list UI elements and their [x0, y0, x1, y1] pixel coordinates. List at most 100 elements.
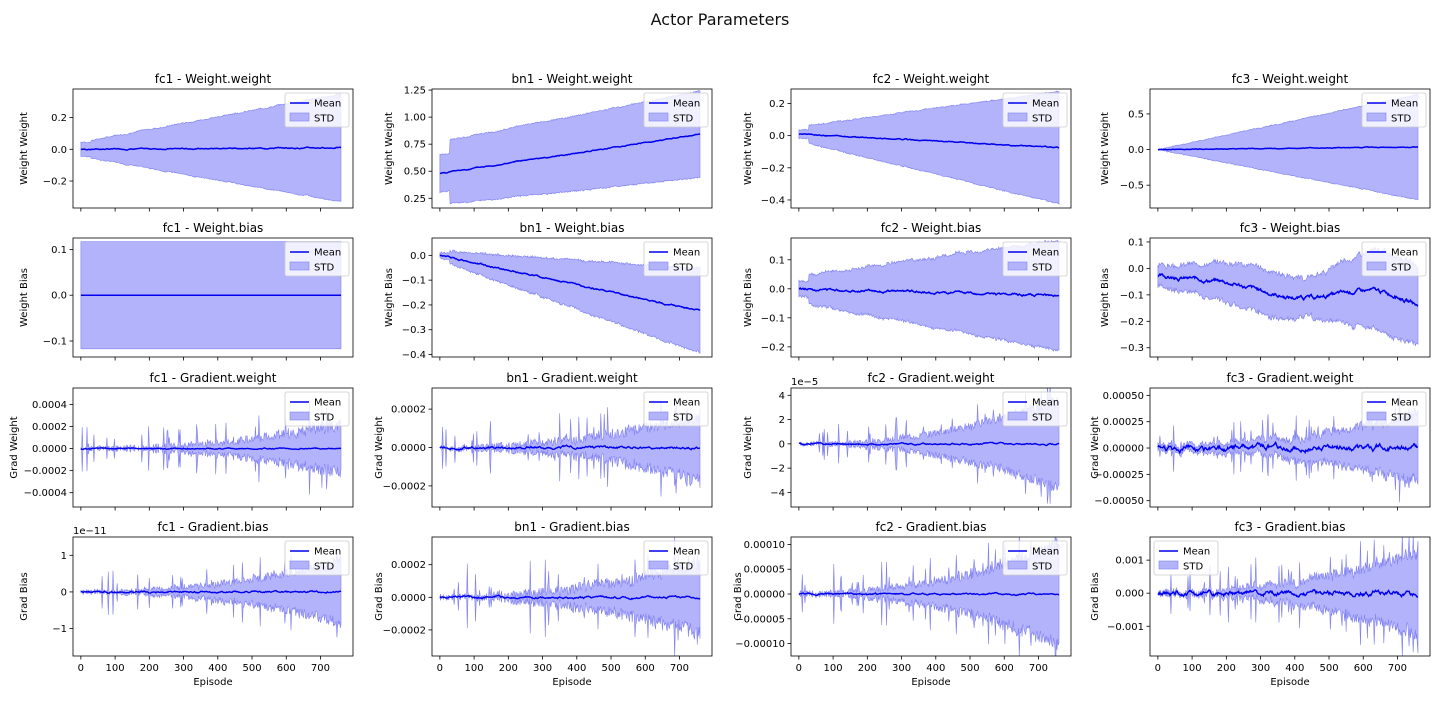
legend-std-label: STD: [314, 263, 334, 274]
y-tick-label: −0.2: [1120, 317, 1144, 328]
x-tick-label: 500: [1319, 663, 1338, 674]
subplot: fc2 - Weight.weight −0.4 −0.2 0.0 0.2 Weight …: [743, 72, 1072, 212]
y-tick-label: 0.0: [410, 251, 426, 262]
legend: Mean STD: [643, 92, 709, 128]
y-axis-label: Weight Weight: [1100, 112, 1111, 185]
legend-mean-label: Mean: [1032, 248, 1059, 259]
x-tick-label: 200: [499, 663, 518, 674]
x-tick-label: 600: [995, 663, 1014, 674]
y-tick-label: 0.00010: [744, 540, 785, 551]
x-tick-label: 700: [311, 663, 330, 674]
y-tick-label: −0.4: [402, 350, 426, 361]
y-tick-label: 0.0000: [391, 443, 426, 454]
std-band: [798, 388, 1060, 504]
legend-std-swatch: [648, 261, 669, 271]
y-tick-label: 0: [779, 439, 785, 450]
subplot: bn1 - Weight.bias −0.4 −0.3 −0.2 −0.1 0.0 Weig…: [384, 221, 713, 361]
legend-mean-label: Mean: [673, 398, 700, 409]
y-tick-label: 0.2: [769, 99, 785, 110]
x-tick-label: 100: [1183, 663, 1202, 674]
axes-frame: [790, 536, 1072, 657]
y-axis-label: Weight Bias: [1100, 268, 1111, 327]
x-tick-label: 300: [892, 663, 911, 674]
y-tick-label: −0.0002: [383, 625, 426, 636]
subplot-title: fc3 - Gradient.bias: [1234, 520, 1345, 534]
x-axis-label: Episode: [552, 677, 591, 688]
subplot-title: fc3 - Gradient.weight: [1227, 371, 1354, 385]
std-band: [80, 92, 342, 202]
y-tick-label: 0.00005: [744, 565, 785, 576]
mean-line: [439, 444, 701, 451]
legend-std-swatch: [648, 560, 669, 570]
legend-std-label: STD: [1032, 114, 1052, 125]
plot-area: [798, 388, 1060, 504]
x-tick-label: 700: [1029, 663, 1048, 674]
legend-std-swatch: [1007, 112, 1028, 122]
x-tick-label: 100: [824, 663, 843, 674]
x-tick-label: 200: [1217, 663, 1236, 674]
y-tick-label: 0.0000: [391, 593, 426, 604]
x-tick-label: 600: [277, 663, 296, 674]
y-tick-label: 0.1: [769, 255, 785, 266]
subplot-title: bn1 - Gradient.bias: [514, 520, 629, 534]
plot-area: [1157, 537, 1419, 656]
y-tick-label: 4: [779, 391, 785, 402]
subplot: bn1 - Gradient.weight −0.0002 0.0000 0.0002…: [374, 371, 713, 511]
y-axis-label: Grad Bias: [1090, 572, 1101, 621]
std-band: [1157, 394, 1419, 503]
y-tick-label: 0.75: [404, 140, 426, 151]
legend: Mean STD: [643, 391, 709, 427]
x-tick-label: 200: [858, 663, 877, 674]
legend-mean-label: Mean: [1391, 398, 1418, 409]
y-tick-label: −0.00050: [1094, 496, 1144, 507]
std-band: [439, 249, 701, 355]
y-axis-label: Grad Bias: [733, 572, 744, 621]
mean-line: [798, 441, 1060, 447]
y-tick-label: 1: [61, 551, 67, 562]
legend-mean-label: Mean: [1183, 547, 1210, 558]
legend-mean-label: Mean: [1391, 248, 1418, 259]
y-tick-label: −0.3: [1120, 343, 1144, 354]
subplot-title: fc2 - Weight.weight: [873, 72, 990, 86]
x-tick-label: 200: [140, 663, 159, 674]
legend-std-label: STD: [314, 562, 334, 573]
axes-frame: [790, 237, 1072, 358]
y-tick-label: 0.50: [404, 167, 426, 178]
subplot: fc1 - Gradient.bias −1 0 1 1e−11 Grad Bias 0 10…: [19, 520, 354, 688]
y-tick-label: −0.0002: [383, 481, 426, 492]
subplot-title: fc1 - Weight.weight: [155, 72, 272, 86]
y-tick-label: −0.00025: [1094, 470, 1144, 481]
axes-frame: [72, 88, 354, 209]
y-tick-label: −2: [770, 464, 785, 475]
std-band: [439, 90, 701, 205]
subplot-title: fc1 - Gradient.weight: [150, 371, 277, 385]
x-tick-label: 400: [208, 663, 227, 674]
subplot: fc3 - Weight.weight −0.5 0.0 0.5 Weight Weig…: [1100, 72, 1431, 212]
subplot: fc2 - Gradient.bias −0.00010 −0.00005 0.000…: [733, 520, 1072, 688]
mean-line: [80, 146, 342, 151]
legend-mean-label: Mean: [1032, 398, 1059, 409]
axes-frame: [431, 237, 713, 358]
subplot-title: bn1 - Gradient.weight: [506, 371, 638, 385]
subplot: fc1 - Gradient.weight −0.0004 −0.0002 0.000…: [9, 371, 354, 511]
legend: Mean STD: [284, 92, 350, 128]
legend: Mean STD: [284, 241, 350, 277]
legend: Mean STD: [1361, 391, 1427, 427]
legend: Mean STD: [643, 540, 709, 576]
legend: Mean STD: [284, 391, 350, 427]
legend-mean-label: Mean: [1032, 99, 1059, 110]
subplot: fc2 - Weight.bias −0.2 −0.1 0.0 0.1 Weight Bi…: [743, 221, 1072, 361]
subplot: fc3 - Weight.bias −0.3 −0.2 −0.1 0.0 0.1 Weigh…: [1100, 221, 1431, 361]
y-tick-label: −0.2: [761, 342, 785, 353]
x-tick-label: 500: [242, 663, 261, 674]
axis-multiplier: 1e−11: [73, 526, 107, 537]
figure-title: Actor Parameters: [650, 10, 790, 29]
y-tick-label: 0.00000: [1103, 444, 1144, 455]
plot-area: [798, 90, 1060, 205]
legend-mean-label: Mean: [1032, 547, 1059, 558]
x-tick-label: 300: [533, 663, 552, 674]
legend-mean-label: Mean: [673, 547, 700, 558]
y-tick-label: 0.0004: [32, 400, 67, 411]
x-axis-label: Episode: [911, 677, 950, 688]
std-band: [798, 239, 1060, 352]
